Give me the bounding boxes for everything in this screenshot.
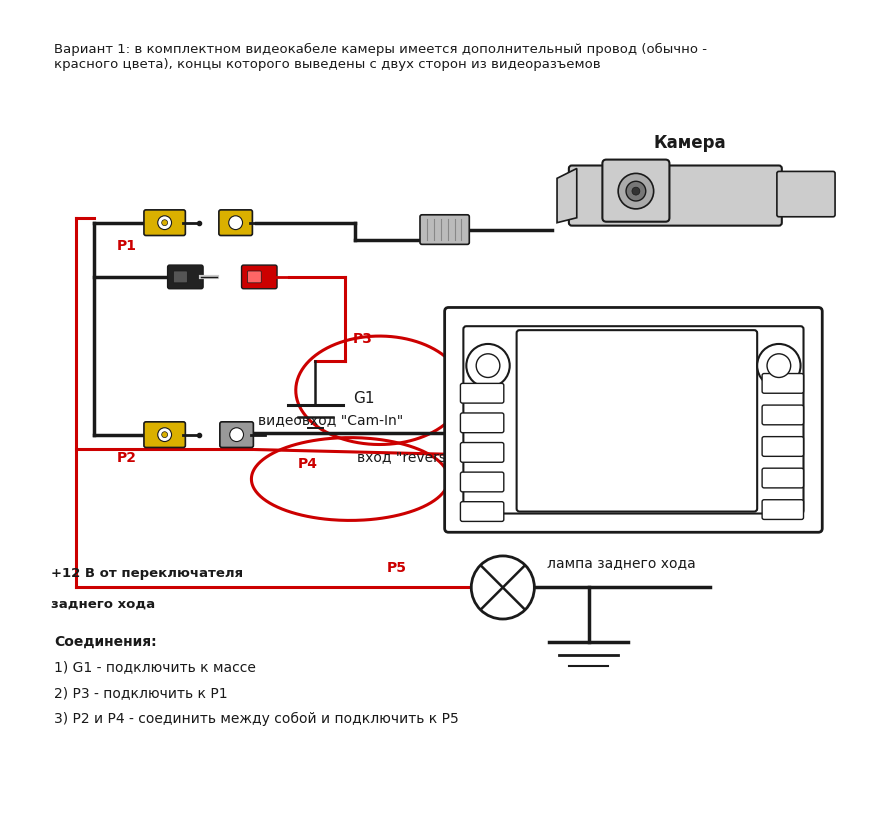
Text: +12 В от переключателя: +12 В от переключателя [51, 566, 243, 580]
Text: G1: G1 [353, 391, 375, 406]
Text: 1) G1 - подключить к массе: 1) G1 - подключить к массе [54, 660, 256, 674]
FancyBboxPatch shape [220, 422, 254, 447]
FancyBboxPatch shape [461, 443, 504, 462]
FancyBboxPatch shape [516, 330, 758, 511]
FancyBboxPatch shape [762, 405, 804, 424]
FancyBboxPatch shape [762, 500, 804, 520]
Circle shape [767, 354, 790, 378]
Circle shape [618, 173, 653, 209]
Circle shape [471, 556, 534, 619]
FancyBboxPatch shape [420, 215, 469, 245]
Text: P2: P2 [117, 452, 136, 466]
FancyBboxPatch shape [248, 271, 262, 282]
FancyBboxPatch shape [762, 468, 804, 488]
Circle shape [758, 344, 801, 388]
Text: видеовход "Cam-In": видеовход "Cam-In" [258, 413, 404, 427]
Text: 2) Р3 - подключить к Р1: 2) Р3 - подключить к Р1 [54, 686, 228, 700]
Text: Вариант 1: в комплектном видеокабеле камеры имеется дополнительный провод (обычн: Вариант 1: в комплектном видеокабеле кам… [54, 44, 707, 71]
FancyBboxPatch shape [445, 308, 822, 532]
Circle shape [229, 216, 242, 230]
Text: Магнитола: Магнитола [585, 412, 689, 430]
Text: P1: P1 [117, 239, 136, 254]
FancyBboxPatch shape [569, 166, 781, 226]
FancyBboxPatch shape [241, 265, 277, 289]
FancyBboxPatch shape [463, 326, 804, 513]
Circle shape [157, 216, 171, 230]
Circle shape [467, 344, 510, 388]
Circle shape [162, 432, 168, 438]
Circle shape [230, 428, 243, 442]
FancyBboxPatch shape [168, 265, 203, 289]
Circle shape [162, 220, 168, 226]
Text: P5: P5 [386, 561, 407, 575]
Text: P4: P4 [298, 457, 317, 471]
FancyBboxPatch shape [762, 437, 804, 456]
FancyBboxPatch shape [144, 422, 186, 447]
Circle shape [157, 428, 171, 442]
FancyBboxPatch shape [762, 374, 804, 393]
Text: Камера: Камера [654, 134, 727, 152]
FancyBboxPatch shape [461, 383, 504, 403]
Polygon shape [557, 168, 576, 222]
FancyBboxPatch shape [461, 502, 504, 521]
Text: лампа заднего хода: лампа заднего хода [547, 556, 696, 570]
Circle shape [626, 181, 646, 201]
FancyBboxPatch shape [602, 159, 669, 222]
FancyBboxPatch shape [173, 271, 187, 282]
FancyBboxPatch shape [461, 472, 504, 492]
FancyBboxPatch shape [461, 413, 504, 433]
Text: 3) Р2 и Р4 - соединить между собой и подключить к Р5: 3) Р2 и Р4 - соединить между собой и под… [54, 712, 459, 726]
FancyBboxPatch shape [219, 210, 253, 236]
Text: P3: P3 [353, 332, 373, 346]
Text: вход "reverse": вход "reverse" [357, 451, 461, 465]
Text: заднего хода: заднего хода [51, 598, 156, 610]
Circle shape [632, 187, 640, 195]
FancyBboxPatch shape [144, 210, 186, 236]
FancyBboxPatch shape [777, 172, 835, 217]
Text: Соединения:: Соединения: [54, 635, 156, 649]
Circle shape [476, 354, 499, 378]
